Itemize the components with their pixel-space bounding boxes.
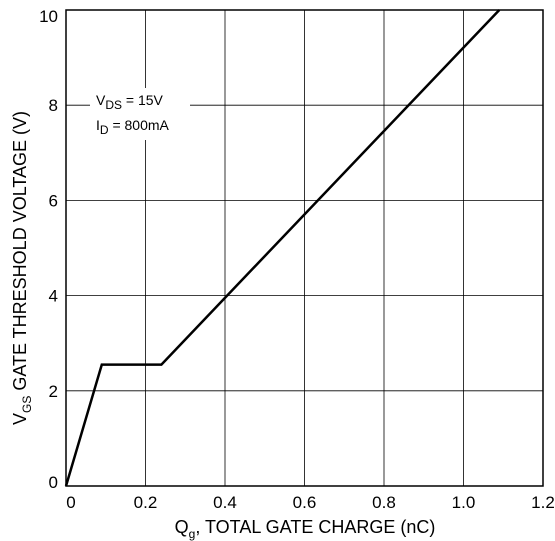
x-tick-label: 0.2 bbox=[134, 493, 158, 512]
x-tick-labels: 0 0.2 0.4 0.6 0.8 1.0 1.2 bbox=[66, 493, 555, 512]
y-axis-label: VGS GATE THRESHOLD VOLTAGE (V) bbox=[10, 111, 34, 425]
x-axis-label-main: Q bbox=[175, 517, 189, 537]
y-axis-label-sub: GS bbox=[20, 396, 34, 413]
annotation-vds-main: V bbox=[96, 92, 106, 108]
y-tick-label: 8 bbox=[49, 96, 58, 115]
annotation-background bbox=[90, 88, 190, 140]
y-tick-label: 10 bbox=[39, 7, 58, 26]
plot-frame bbox=[65, 9, 544, 487]
annotation-id: ID = 800mA bbox=[96, 117, 170, 137]
annotation-id-main: I bbox=[96, 117, 100, 133]
annotation-id-sub: D bbox=[100, 123, 109, 137]
annotation-vds: VDS = 15V bbox=[96, 92, 164, 112]
x-axis-label-rest: , TOTAL GATE CHARGE (nC) bbox=[195, 517, 435, 537]
y-tick-label: 6 bbox=[49, 191, 58, 210]
y-tick-label: 2 bbox=[49, 382, 58, 401]
x-tick-label: 0.6 bbox=[293, 493, 317, 512]
y-tick-label: 4 bbox=[49, 287, 58, 306]
y-tick-labels: 0 2 4 6 8 10 bbox=[39, 7, 58, 492]
annotation-vds-sub: DS bbox=[105, 98, 122, 112]
grid-lines bbox=[66, 10, 543, 486]
x-axis-label: Qg, TOTAL GATE CHARGE (nC) bbox=[175, 517, 436, 541]
y-axis-label-rest: GATE THRESHOLD VOLTAGE (V) bbox=[10, 111, 30, 396]
x-axis-label-sub: g bbox=[189, 527, 196, 541]
x-tick-label: 1.0 bbox=[452, 493, 476, 512]
y-tick-label: 0 bbox=[49, 473, 58, 492]
x-tick-label: 0 bbox=[66, 493, 75, 512]
annotation-id-rest: = 800mA bbox=[109, 117, 170, 133]
x-tick-label: 1.2 bbox=[531, 493, 555, 512]
x-tick-label: 0.8 bbox=[372, 493, 396, 512]
series-line bbox=[64, 9, 501, 487]
x-tick-label: 0.4 bbox=[213, 493, 237, 512]
y-axis-label-main: V bbox=[10, 413, 30, 425]
annotation-vds-rest: = 15V bbox=[122, 92, 164, 108]
